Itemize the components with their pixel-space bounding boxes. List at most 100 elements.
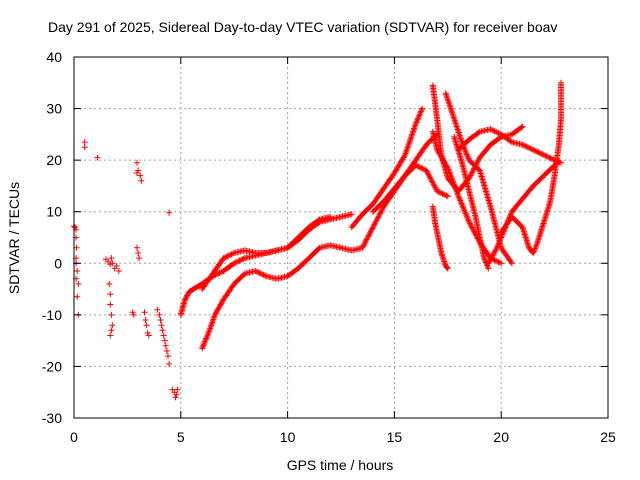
x-tick-label: 15 xyxy=(387,429,403,445)
data-point xyxy=(108,327,115,334)
data-point xyxy=(217,269,224,276)
data-point xyxy=(488,126,495,133)
data-point xyxy=(240,255,247,262)
x-tick-label: 0 xyxy=(70,429,78,445)
data-point xyxy=(432,185,439,192)
data-point xyxy=(494,258,501,265)
data-point xyxy=(443,192,450,199)
data-point xyxy=(200,341,207,348)
data-point xyxy=(425,171,432,178)
data-point xyxy=(202,338,209,345)
data-point xyxy=(416,164,423,171)
data-point xyxy=(444,163,450,170)
data-point xyxy=(74,268,81,274)
data-point xyxy=(183,293,190,300)
data-point xyxy=(257,270,264,277)
data-point xyxy=(539,151,546,158)
data-point xyxy=(113,262,120,269)
data-point xyxy=(484,264,491,270)
data-point xyxy=(370,222,377,229)
data-point xyxy=(373,217,380,224)
data-point xyxy=(261,272,268,279)
data-point xyxy=(526,144,533,151)
data-point xyxy=(109,322,116,329)
data-point xyxy=(533,241,540,248)
data-point xyxy=(372,220,379,227)
data-point xyxy=(199,344,206,350)
data-point xyxy=(157,317,164,323)
data-point xyxy=(229,250,236,257)
data-point xyxy=(462,147,469,154)
plot-border xyxy=(73,56,609,419)
data-point xyxy=(496,259,503,266)
data-point xyxy=(463,211,470,218)
data-point xyxy=(401,153,408,160)
data-point xyxy=(544,153,551,160)
data-point xyxy=(136,255,143,262)
data-point xyxy=(485,260,492,267)
data-point xyxy=(465,216,471,223)
chart-title: Day 291 of 2025, Sidereal Day-to-day VTE… xyxy=(48,19,557,35)
data-point xyxy=(184,292,191,299)
data-point xyxy=(493,246,500,253)
data-point xyxy=(106,280,113,287)
data-point xyxy=(434,188,441,195)
data-point xyxy=(134,159,140,166)
data-point xyxy=(469,225,476,232)
data-point xyxy=(463,150,470,157)
data-point xyxy=(212,310,219,317)
data-point xyxy=(432,184,438,190)
data-point xyxy=(474,158,481,165)
y-tick-labels: -30 -20 -10 0 10 20 30 40 xyxy=(42,49,62,426)
data-point xyxy=(109,260,116,267)
y-tick-label: 10 xyxy=(46,204,62,220)
data-point xyxy=(143,322,150,329)
data-point xyxy=(435,188,442,195)
data-point xyxy=(463,213,470,220)
data-point xyxy=(487,256,494,263)
data-point xyxy=(371,221,378,228)
data-point xyxy=(255,269,262,276)
data-point xyxy=(240,271,247,278)
data-point xyxy=(444,265,451,272)
data-point xyxy=(375,214,381,221)
data-point xyxy=(227,251,234,258)
data-point xyxy=(348,211,355,218)
data-point xyxy=(414,162,421,169)
data-point xyxy=(535,149,542,156)
y-tick-label: 0 xyxy=(54,255,62,271)
data-point xyxy=(536,150,543,157)
y-tick-label: -30 xyxy=(42,410,62,426)
data-point xyxy=(361,240,368,247)
data-point xyxy=(108,255,115,262)
data-point xyxy=(531,247,538,253)
y-axis-label: SDTVAR / TECUs xyxy=(6,182,22,294)
data-point xyxy=(426,173,433,179)
data-point xyxy=(418,164,425,171)
data-point xyxy=(534,148,541,155)
data-point xyxy=(365,232,372,239)
grid xyxy=(74,57,608,418)
data-point xyxy=(490,251,497,258)
data-point xyxy=(204,332,211,339)
data-point xyxy=(374,215,381,222)
data-point xyxy=(145,332,152,339)
data-point xyxy=(367,229,374,236)
data-point xyxy=(507,138,514,145)
data-point xyxy=(495,130,502,137)
data-point xyxy=(532,148,539,155)
data-point xyxy=(469,224,475,231)
data-point xyxy=(518,124,525,131)
data-point xyxy=(235,258,242,265)
data-point xyxy=(366,231,373,238)
data-point xyxy=(252,268,259,274)
data-point xyxy=(524,144,531,151)
data-point xyxy=(438,190,445,196)
data-point xyxy=(134,170,140,176)
data-point xyxy=(418,108,424,115)
data-point xyxy=(439,190,446,197)
data-point xyxy=(469,169,475,176)
data-point xyxy=(134,244,140,251)
data-point xyxy=(462,209,468,215)
data-point xyxy=(365,233,372,240)
